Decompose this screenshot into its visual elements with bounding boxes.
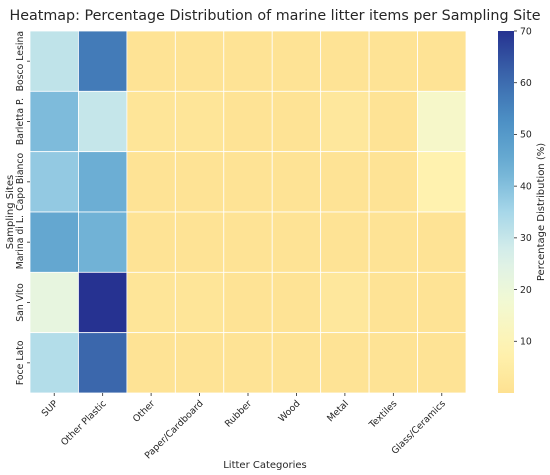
heatmap-cell xyxy=(223,151,273,213)
heatmap-cell xyxy=(78,271,128,334)
y-tick-label: Bosco Lesina xyxy=(15,31,26,91)
heatmap-cell xyxy=(126,271,176,334)
heatmap-cell xyxy=(320,30,370,92)
x-tick-label: Textiles xyxy=(367,398,400,431)
colorbar-tick-label: 40 xyxy=(520,181,532,192)
x-tick-label: Rubber xyxy=(223,398,254,429)
y-axis-label: Sampling Sites xyxy=(5,175,16,249)
x-tick-label: SUP xyxy=(40,398,61,419)
x-axis-label: Litter Categories xyxy=(223,460,307,471)
y-tick-label: Capo Bianco xyxy=(15,152,26,210)
heatmap-cell xyxy=(29,332,79,394)
heatmap-cell xyxy=(417,90,467,153)
heatmap-cell xyxy=(126,211,176,273)
y-tick-label: Marina di L. xyxy=(15,215,26,269)
heatmap-cell xyxy=(174,151,225,213)
y-tick-label: San Vito xyxy=(15,283,26,322)
heatmap-cell xyxy=(29,211,79,273)
colorbar-tick-label: 30 xyxy=(520,233,532,244)
heatmap-cell xyxy=(174,211,225,273)
x-tick-label: Wood xyxy=(276,398,302,424)
heatmap-cell xyxy=(368,30,418,92)
heatmap-cell xyxy=(320,151,370,213)
heatmap-cell xyxy=(271,30,322,92)
heatmap-cell xyxy=(417,211,467,273)
heatmap-cell xyxy=(126,332,176,394)
y-tick-label: Barletta P. xyxy=(15,98,26,145)
heatmap-cell xyxy=(320,211,370,273)
heatmap-cell xyxy=(126,151,176,213)
heatmap-cell xyxy=(320,332,370,394)
heatmap-cell xyxy=(417,30,467,92)
heatmap-cell xyxy=(223,271,273,334)
heatmap-cell xyxy=(368,271,418,334)
heatmap-cell xyxy=(174,271,225,334)
heatmap-cell xyxy=(320,90,370,153)
y-tick-label: Foce Lato xyxy=(15,340,26,385)
heatmap-cell xyxy=(368,211,418,273)
heatmap-cell xyxy=(29,30,79,92)
heatmap-cell xyxy=(368,332,418,394)
heatmap-cell xyxy=(271,90,322,153)
colorbar xyxy=(498,31,514,393)
heatmap-cell xyxy=(78,151,128,213)
x-tick-label: Other Plastic xyxy=(59,398,109,448)
x-tick-label: Metal xyxy=(325,398,351,424)
heatmap-cell xyxy=(78,90,128,153)
heatmap-cell xyxy=(368,90,418,153)
heatmap-cell xyxy=(271,271,322,334)
heatmap-cell xyxy=(126,90,176,153)
heatmap-cells xyxy=(29,30,467,394)
heatmap-cell xyxy=(417,271,467,334)
colorbar-tick-label: 20 xyxy=(520,285,532,296)
colorbar-tick-label: 10 xyxy=(520,337,532,348)
heatmap-cell xyxy=(29,151,79,213)
colorbar-tick-label: 50 xyxy=(520,130,532,141)
heatmap-cell xyxy=(223,332,273,394)
heatmap-cell xyxy=(271,151,322,213)
heatmap-cell xyxy=(223,90,273,153)
heatmap-cell xyxy=(417,151,467,213)
heatmap-cell xyxy=(223,30,273,92)
heatmap-cell xyxy=(271,332,322,394)
heatmap-cell xyxy=(223,211,273,273)
heatmap-cell xyxy=(29,90,79,153)
y-tick-labels: Bosco Lesina Barletta P. Capo Bianco Marina… xyxy=(15,31,30,385)
colorbar-tick-label: 70 xyxy=(520,26,532,37)
heatmap-cell xyxy=(78,211,128,273)
x-tick-label: Other xyxy=(131,398,158,425)
heatmap-cell xyxy=(174,332,225,394)
colorbar-tick-label: 60 xyxy=(520,78,532,89)
heatmap-cell xyxy=(29,271,79,334)
heatmap-cell xyxy=(368,151,418,213)
heatmap-cell xyxy=(174,30,225,92)
chart-title: Heatmap: Percentage Distribution of mari… xyxy=(9,8,540,24)
heatmap-cell xyxy=(271,211,322,273)
colorbar-ticks: 10 20 30 40 50 60 70 xyxy=(514,26,532,348)
heatmap-cell xyxy=(417,332,467,394)
heatmap-cell xyxy=(320,271,370,334)
heatmap-cell xyxy=(78,30,128,92)
heatmap-cell xyxy=(126,30,176,92)
colorbar-label: Percentage Distribution (%) xyxy=(536,143,547,281)
heatmap-cell xyxy=(174,90,225,153)
heatmap-cell xyxy=(78,332,128,394)
